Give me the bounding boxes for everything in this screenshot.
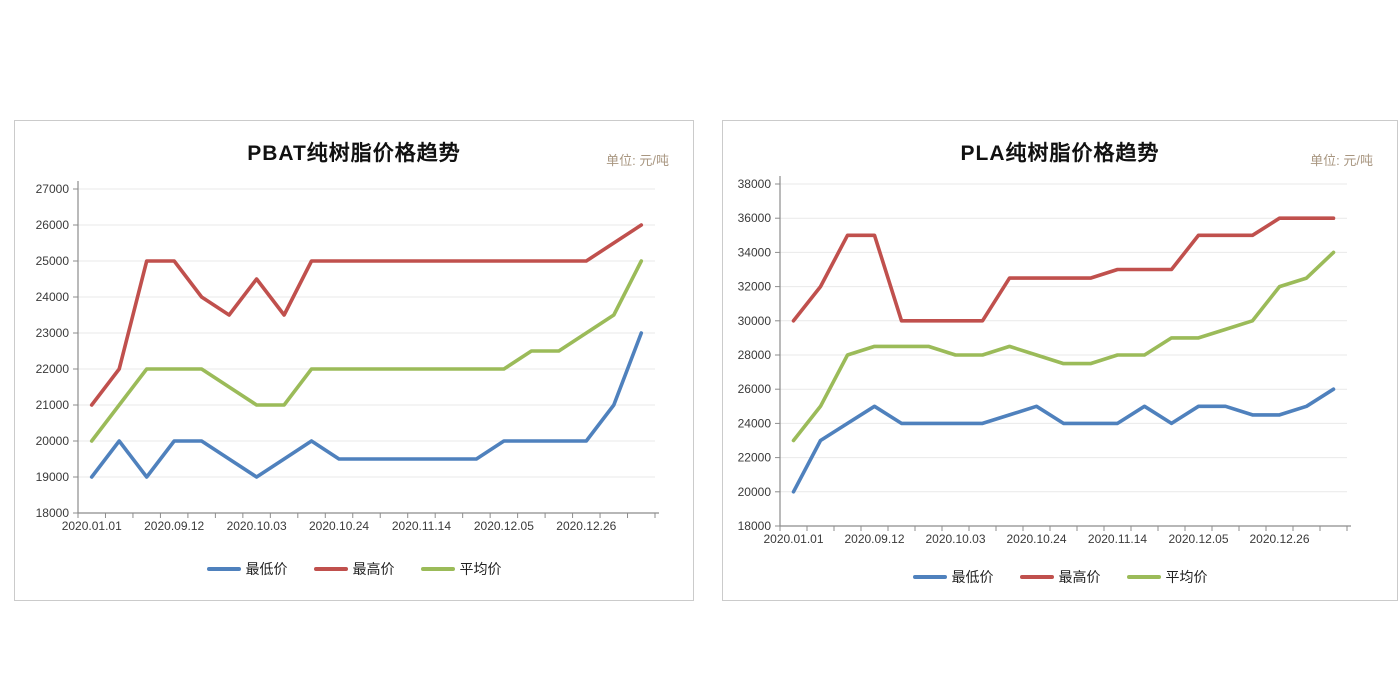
pbat-y-axis-label: 27000 <box>36 182 70 196</box>
pbat-legend-item-0: 最低价 <box>206 559 288 579</box>
pla-legend-label: 最高价 <box>1058 569 1101 585</box>
pla-series-line-0 <box>791 387 1336 494</box>
pbat-x-axis-label: 2020.09.12 <box>144 519 204 533</box>
pla-legend-item-0: 最低价 <box>912 567 994 587</box>
pla-legend-label: 平均价 <box>1165 569 1208 585</box>
pla-y-axis-label: 28000 <box>738 348 772 362</box>
pla-series-line-1 <box>791 216 1336 323</box>
pbat-y-axis-label: 22000 <box>36 362 70 376</box>
pla-legend-label: 最低价 <box>951 569 994 585</box>
pbat-legend-swatch-icon <box>420 566 455 572</box>
pla-y-axis-label: 36000 <box>738 211 772 225</box>
pbat-legend-label: 最高价 <box>352 561 395 577</box>
pla-legend: 最低价 最高价 平均价 <box>723 567 1397 587</box>
pla-legend-item-2: 平均价 <box>1126 567 1208 587</box>
pla-y-axis-label: 18000 <box>738 519 772 533</box>
pla-chart-title: PLA纯树脂价格趋势 <box>960 142 1160 165</box>
pla-series-line-2 <box>791 250 1336 443</box>
pla-legend-swatch-icon <box>1019 574 1054 580</box>
pla-y-axis-label: 34000 <box>738 245 772 259</box>
pla-x-axis-label: 2020.11.14 <box>1088 532 1147 546</box>
pla-y-axis-label: 22000 <box>738 451 772 465</box>
pbat-x-axis-label: 2020.11.14 <box>392 519 451 533</box>
pbat-y-axis-label: 18000 <box>36 506 70 520</box>
pla-legend-swatch-icon <box>912 574 947 580</box>
pla-y-axis-label: 30000 <box>738 314 772 328</box>
pbat-series-line-2 <box>89 259 644 443</box>
pbat-series-line-0 <box>89 331 644 479</box>
pbat-unit-label: 单位: 元/吨 <box>606 153 669 168</box>
pbat-y-axis-label: 21000 <box>36 398 70 412</box>
pbat-legend: 最低价 最高价 平均价 <box>15 559 693 579</box>
pbat-legend-swatch-icon <box>313 566 348 572</box>
pbat-chart-card: PBAT纯树脂价格趋势 单位: 元/吨 18000 19000 20000 21000… <box>14 120 694 601</box>
pla-y-axis-label: 32000 <box>738 280 772 294</box>
pbat-legend-item-2: 平均价 <box>420 559 502 579</box>
pbat-x-axis-label: 2020.10.24 <box>309 519 369 533</box>
pbat-x-axis-label: 2020.01.01 <box>62 519 122 533</box>
pbat-y-axis-label: 19000 <box>36 470 70 484</box>
pbat-y-axis-label: 24000 <box>36 290 70 304</box>
pbat-x-axis-label: 2020.12.05 <box>474 519 534 533</box>
pla-unit-label: 单位: 元/吨 <box>1310 153 1373 168</box>
pla-x-axis-label: 2020.12.26 <box>1249 532 1309 546</box>
pla-legend-swatch-icon <box>1126 574 1161 580</box>
pbat-x-axis-label: 2020.12.26 <box>556 519 616 533</box>
pbat-y-axis-label: 23000 <box>36 326 70 340</box>
pbat-legend-label: 最低价 <box>245 561 288 577</box>
pbat-legend-label: 平均价 <box>459 561 502 577</box>
pla-legend-item-1: 最高价 <box>1019 567 1101 587</box>
pla-x-axis-label: 2020.01.01 <box>763 532 823 546</box>
pla-y-axis-label: 26000 <box>738 382 772 396</box>
pla-y-axis-label: 20000 <box>738 485 772 499</box>
pla-chart-card: PLA纯树脂价格趋势 单位: 元/吨 18000 20000 22000 24000 2… <box>722 120 1398 601</box>
pla-plot-area: 18000 20000 22000 24000 26000 28000 30000 32000… <box>738 176 1351 546</box>
pla-y-axis-label: 38000 <box>738 177 772 191</box>
pbat-y-axis-label: 20000 <box>36 434 70 448</box>
pbat-y-axis-label: 25000 <box>36 254 70 268</box>
pbat-x-axis-label: 2020.10.03 <box>227 519 287 533</box>
pbat-y-axis-label: 26000 <box>36 218 70 232</box>
pbat-legend-item-1: 最高价 <box>313 559 395 579</box>
pbat-legend-swatch-icon <box>206 566 241 572</box>
pla-x-axis-label: 2020.12.05 <box>1168 532 1228 546</box>
pla-x-axis-label: 2020.10.03 <box>925 532 985 546</box>
pbat-chart-title: PBAT纯树脂价格趋势 <box>247 142 461 165</box>
pbat-series-line-1 <box>89 223 644 407</box>
pla-x-axis-label: 2020.09.12 <box>844 532 904 546</box>
pbat-plot-area: 18000 19000 20000 21000 22000 23000 24000 25000… <box>36 181 659 533</box>
pla-y-axis-label: 24000 <box>738 416 772 430</box>
pla-x-axis-label: 2020.10.24 <box>1006 532 1066 546</box>
